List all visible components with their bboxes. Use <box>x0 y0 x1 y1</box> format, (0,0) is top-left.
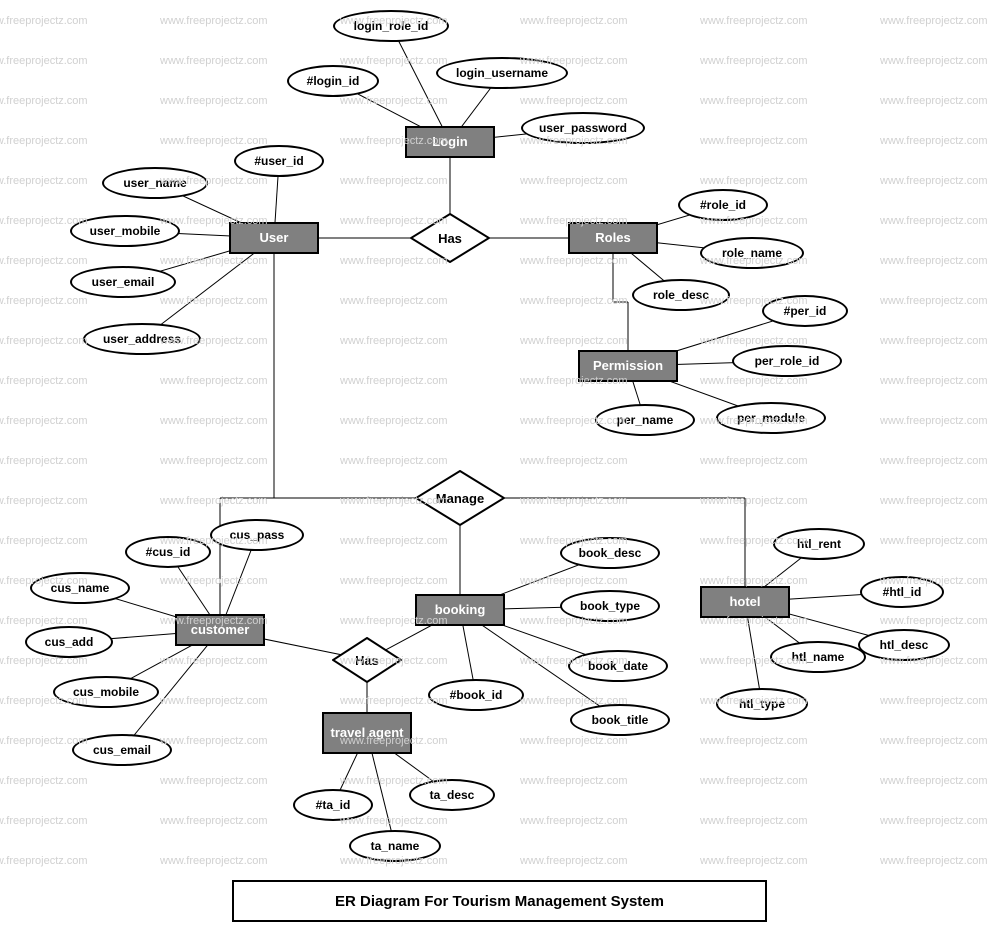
attribute-book_desc: book_desc <box>560 537 660 569</box>
entity-roles: Roles <box>568 222 658 254</box>
attribute-cus_mobile: cus_mobile <box>53 676 159 708</box>
attribute-book_date: book_date <box>568 650 668 682</box>
attribute-cus_add: cus_add <box>25 626 113 658</box>
attribute-htl_type: htl_type <box>716 688 808 720</box>
attribute-per_name: per_name <box>595 404 695 436</box>
attribute-ta_id: #ta_id <box>293 789 373 821</box>
attribute-user_name: user_name <box>102 167 208 199</box>
attribute-login_id: #login_id <box>287 65 379 97</box>
relationship-has2: Has <box>332 637 402 683</box>
attribute-cus_pass: cus_pass <box>210 519 304 551</box>
attribute-user_mobile: user_mobile <box>70 215 180 247</box>
diagram-title: ER Diagram For Tourism Management System <box>232 880 767 922</box>
attribute-htl_rent: htl_rent <box>773 528 865 560</box>
attribute-role_id: #role_id <box>678 189 768 221</box>
attribute-per_module: per_module <box>716 402 826 434</box>
entity-hotel: hotel <box>700 586 790 618</box>
entity-login: Login <box>405 126 495 158</box>
entity-booking: booking <box>415 594 505 626</box>
attribute-user_password: user_password <box>521 112 645 144</box>
relationship-has1: Has <box>410 213 490 263</box>
attribute-user_address: user_address <box>83 323 201 355</box>
attribute-login_username: login_username <box>436 57 568 89</box>
attribute-per_id: #per_id <box>762 295 848 327</box>
attribute-user_email: user_email <box>70 266 176 298</box>
attribute-per_role_id: per_role_id <box>732 345 842 377</box>
attribute-book_type: book_type <box>560 590 660 622</box>
attribute-user_id: #user_id <box>234 145 324 177</box>
attribute-ta_desc: ta_desc <box>409 779 495 811</box>
entity-permission: Permission <box>578 350 678 382</box>
attribute-htl_id: #htl_id <box>860 576 944 608</box>
entity-customer: customer <box>175 614 265 646</box>
entity-user: User <box>229 222 319 254</box>
attribute-login_role_id: login_role_id <box>333 10 449 42</box>
attribute-cus_id: #cus_id <box>125 536 211 568</box>
attribute-cus_name: cus_name <box>30 572 130 604</box>
attribute-htl_name: htl_name <box>770 641 866 673</box>
attribute-book_id: #book_id <box>428 679 524 711</box>
entity-travel_agent: travel agent <box>322 712 412 754</box>
attribute-role_desc: role_desc <box>632 279 730 311</box>
attribute-cus_email: cus_email <box>72 734 172 766</box>
relationship-manage: Manage <box>415 470 505 526</box>
attribute-ta_name: ta_name <box>349 830 441 862</box>
attribute-htl_desc: htl_desc <box>858 629 950 661</box>
attribute-role_name: role_name <box>700 237 804 269</box>
attribute-book_title: book_title <box>570 704 670 736</box>
